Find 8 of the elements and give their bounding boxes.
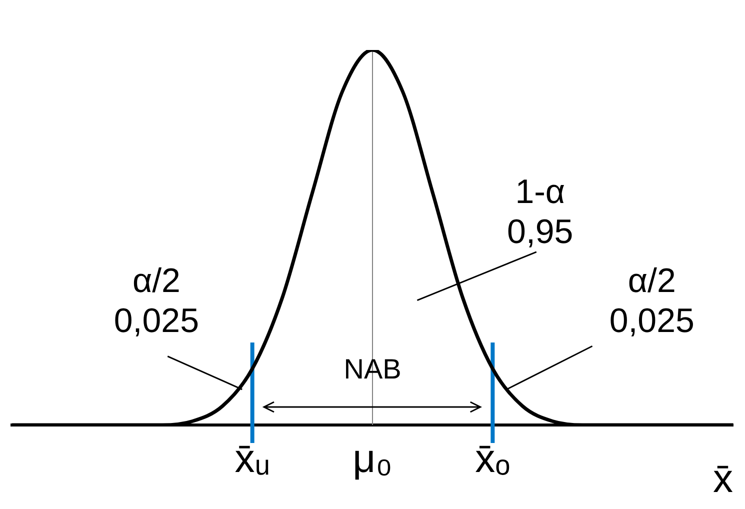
annotation: 1-α 0,95 [507, 172, 574, 251]
x-tick-label: x̄ₒ [475, 437, 510, 482]
x-tick-label: x̄ᵤ [234, 437, 270, 482]
x-tick-label: μ₀ [352, 437, 392, 482]
annotation: α/2 0,025 [609, 262, 694, 340]
annotation: NAB [344, 354, 402, 385]
annotation: α/2 0,025 [114, 262, 199, 340]
x-axis-title: x̄ [713, 457, 733, 502]
